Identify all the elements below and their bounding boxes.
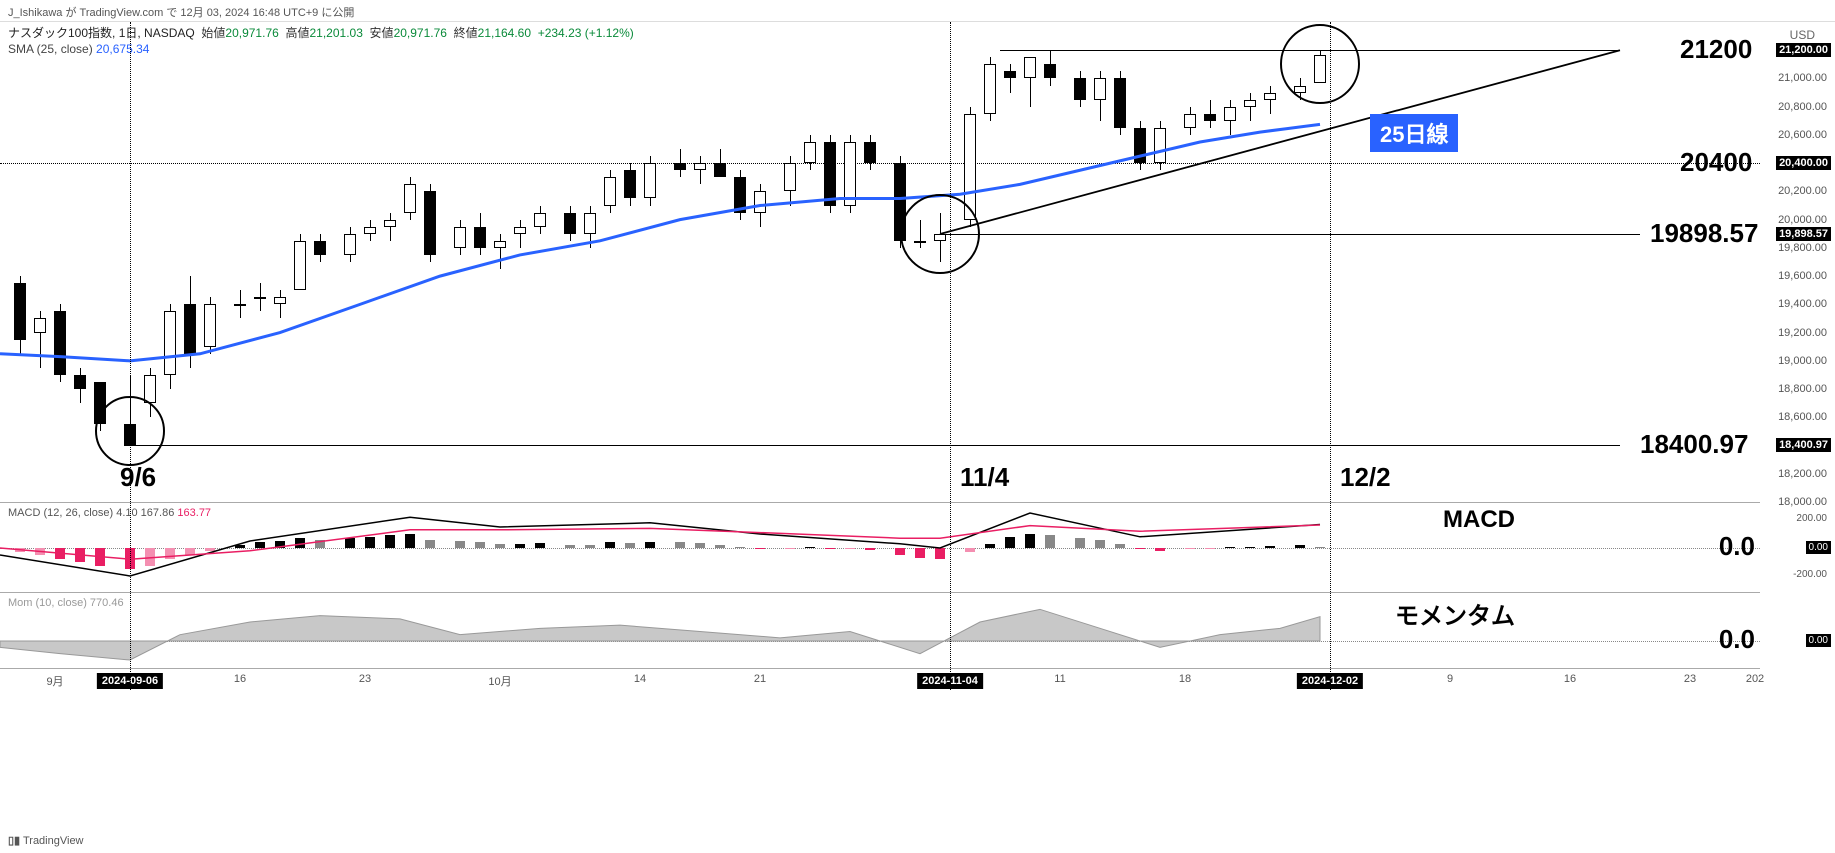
y-tick-highlight: 20,400.00	[1776, 156, 1831, 170]
circle-marker	[1280, 24, 1360, 104]
y-tick: 19,200.00	[1767, 327, 1827, 339]
x-tick: 9月	[46, 673, 63, 689]
price-level-label: 21200	[1680, 34, 1752, 65]
x-tick: 21	[754, 673, 766, 685]
y-tick: 19,800.00	[1767, 242, 1827, 254]
x-tick: 16	[1564, 673, 1576, 685]
y-tick: 19,600.00	[1767, 270, 1827, 282]
y-tick: 18,600.00	[1767, 411, 1827, 423]
chart-annotation: 11/4	[960, 462, 1009, 493]
momentum-title: モメンタム	[1395, 596, 1515, 631]
publish-header: J_Ishikawa が TradingView.com で 12月 03, 2…	[0, 0, 1835, 22]
x-tick: 11	[1054, 673, 1065, 685]
vertical-marker	[1330, 22, 1331, 690]
chart-annotation: 25日線	[1370, 114, 1458, 152]
x-tick: 23	[1684, 673, 1696, 685]
y-tick: 20,600.00	[1767, 129, 1827, 141]
tradingview-logo: ▯▮ TradingView	[8, 834, 84, 847]
y-tick: 18,200.00	[1767, 468, 1827, 480]
x-tick: 16	[234, 673, 246, 685]
y-tick: 18,800.00	[1767, 383, 1827, 395]
x-tick: 202	[1746, 673, 1764, 685]
y-tick: 20,800.00	[1767, 101, 1827, 113]
chart-annotation: 9/6	[120, 462, 156, 493]
y-tick: 19,400.00	[1767, 298, 1827, 310]
x-tick: 18	[1179, 673, 1191, 685]
x-tick: 9	[1447, 673, 1453, 685]
price-chart[interactable]: 21200 20400 19898.57 18400.97 9/6 11/4 12/2 25日…	[0, 22, 1760, 502]
y-tick-highlight: 21,200.00	[1776, 43, 1831, 57]
y-tick-highlight: 18,400.97	[1776, 438, 1831, 452]
circle-marker	[900, 194, 980, 274]
vertical-marker	[130, 22, 131, 690]
chart-annotation: 12/2	[1340, 462, 1391, 493]
y-tick: 19,000.00	[1767, 355, 1827, 367]
y-tick: 20,000.00	[1767, 214, 1827, 226]
vertical-marker	[950, 22, 951, 690]
y-tick-highlight: 19,898.57	[1776, 227, 1831, 241]
price-level-label: 19898.57	[1650, 218, 1758, 249]
x-tick: 10月	[488, 673, 511, 689]
x-tick: 23	[359, 673, 371, 685]
price-level-label: 20400	[1680, 147, 1752, 178]
y-tick: 21,000.00	[1767, 72, 1827, 84]
price-y-axis[interactable]: 21,200.00 21,000.00 20,800.00 20,600.00 20,4…	[1760, 22, 1835, 502]
y-tick: 20,200.00	[1767, 185, 1827, 197]
macd-title: MACD	[1443, 506, 1515, 534]
time-x-axis[interactable]: 9月2024-09-06162310月14212024-11-041118202…	[0, 668, 1760, 690]
x-tick: 14	[634, 673, 646, 685]
price-level-label: 18400.97	[1640, 429, 1748, 460]
